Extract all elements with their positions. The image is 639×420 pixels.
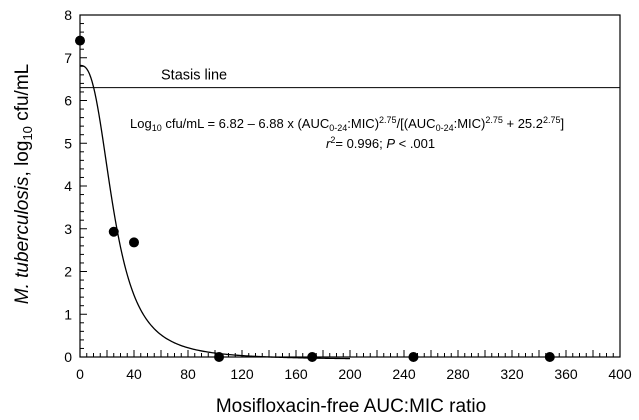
x-tick-label: 120 [230, 366, 254, 382]
plot-frame [79, 14, 621, 358]
fitted-curve [79, 64, 351, 360]
data-point [544, 352, 555, 362]
model-equation: Log10 cfu/mL = 6.82 – 6.88 x (AUC0-24:MI… [130, 115, 564, 133]
y-tick-label: 2 [64, 264, 72, 280]
plot-border [79, 14, 621, 358]
data-point [108, 226, 119, 237]
y-tick-label: 1 [64, 306, 72, 322]
data-point [307, 352, 318, 362]
data-point [75, 35, 85, 46]
x-tick-label: 80 [180, 366, 196, 382]
x-tick-label: 240 [392, 366, 416, 382]
y-tick-label: 7 [64, 50, 72, 66]
y-tick-label: 6 [64, 93, 72, 109]
x-tick-label: 160 [284, 366, 308, 382]
x-tick-label: 280 [446, 366, 470, 382]
axis-ticks [79, 14, 621, 358]
x-tick-label: 320 [500, 366, 524, 382]
data-point [408, 352, 419, 362]
data-points [75, 35, 555, 362]
y-axis-title: M. tuberculosis, log10 cfu/mL [12, 64, 35, 304]
tick-labels: 0 40 80 120 160 200 240 280 320 360 400 0 1 2 3 4 5 6 7 8 [64, 7, 632, 382]
x-tick-label: 360 [554, 366, 578, 382]
y-tick-label: 8 [64, 7, 72, 23]
model-statistics: r2= 0.996; P < .001 [326, 135, 435, 151]
data-point [214, 352, 225, 362]
y-tick-label: 0 [64, 349, 72, 365]
x-axis-title: Mosifloxacin-free AUC:MIC ratio [216, 396, 486, 417]
x-tick-label: 40 [126, 366, 142, 382]
y-tick-label: 3 [64, 221, 72, 237]
x-tick-label: 400 [608, 366, 632, 382]
stasis-line-label: Stasis line [161, 68, 227, 84]
x-tick-label: 0 [76, 366, 84, 382]
data-point [129, 237, 139, 248]
x-tick-label: 200 [338, 366, 362, 382]
y-tick-label: 4 [64, 178, 72, 194]
y-tick-label: 5 [64, 135, 72, 151]
